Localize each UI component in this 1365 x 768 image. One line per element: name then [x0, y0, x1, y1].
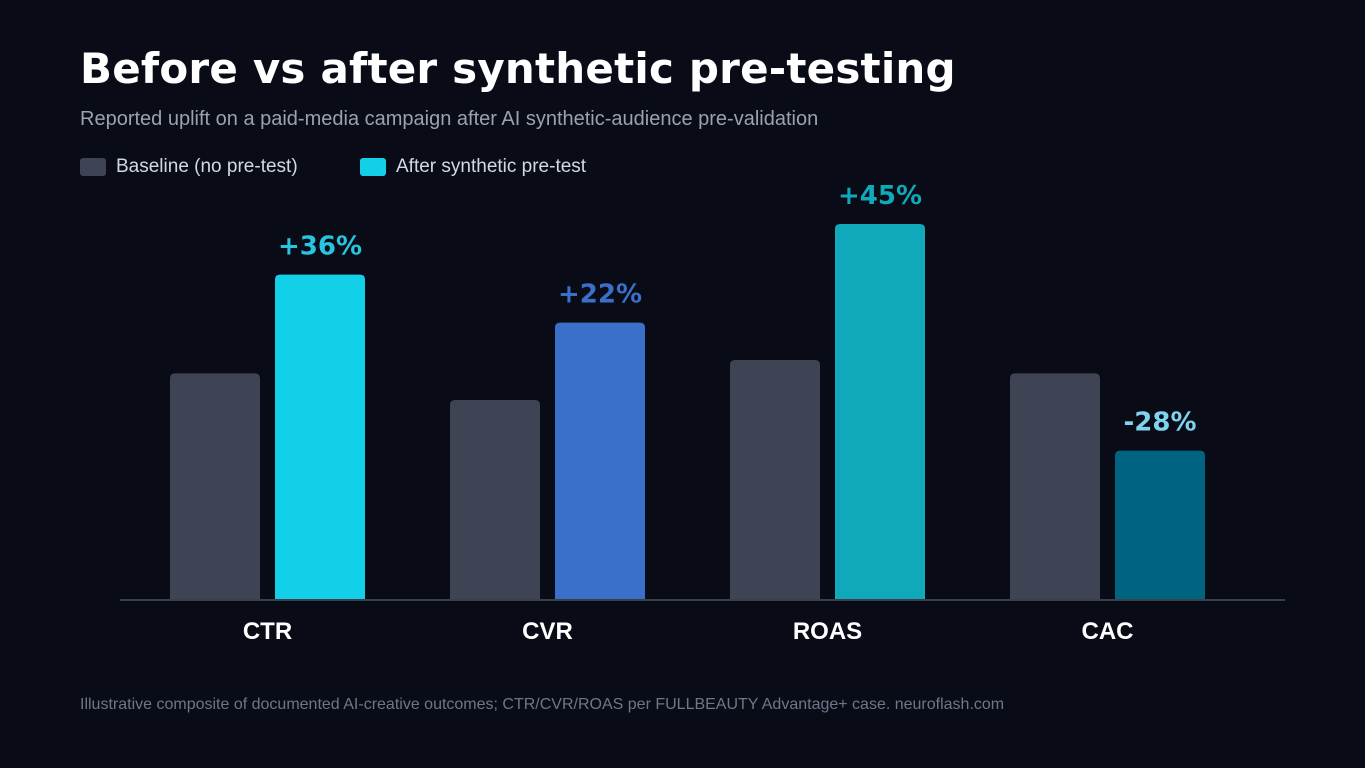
bar-after-roas: [835, 224, 925, 600]
bar-baseline-cvr: [450, 400, 540, 600]
category-label-cac: CAC: [1082, 618, 1134, 645]
data-label-roas: +45%: [838, 181, 922, 211]
footnote: Illustrative composite of documented AI-…: [80, 696, 1005, 713]
data-label-ctr: +36%: [278, 232, 362, 262]
bar-after-ctr: [275, 274, 365, 600]
legend-swatch-baseline: [80, 158, 106, 176]
bar-baseline-ctr: [170, 373, 260, 600]
category-label-ctr: CTR: [243, 618, 292, 645]
bar-baseline-roas: [730, 360, 820, 600]
bar-baseline-cac: [1010, 373, 1100, 600]
chart-title: Before vs after synthetic pre-testing: [80, 44, 956, 93]
data-label-cac: -28%: [1123, 408, 1196, 438]
legend-label-after: After synthetic pre-test: [396, 156, 587, 177]
chart-subtitle: Reported uplift on a paid-media campaign…: [80, 108, 819, 130]
bar-after-cac: [1115, 450, 1205, 600]
category-label-cvr: CVR: [522, 618, 573, 645]
data-label-cvr: +22%: [558, 280, 642, 310]
category-label-roas: ROAS: [793, 618, 862, 645]
legend-swatch-after: [360, 158, 386, 176]
legend-label-baseline: Baseline (no pre-test): [116, 156, 298, 177]
bar-after-cvr: [555, 322, 645, 600]
